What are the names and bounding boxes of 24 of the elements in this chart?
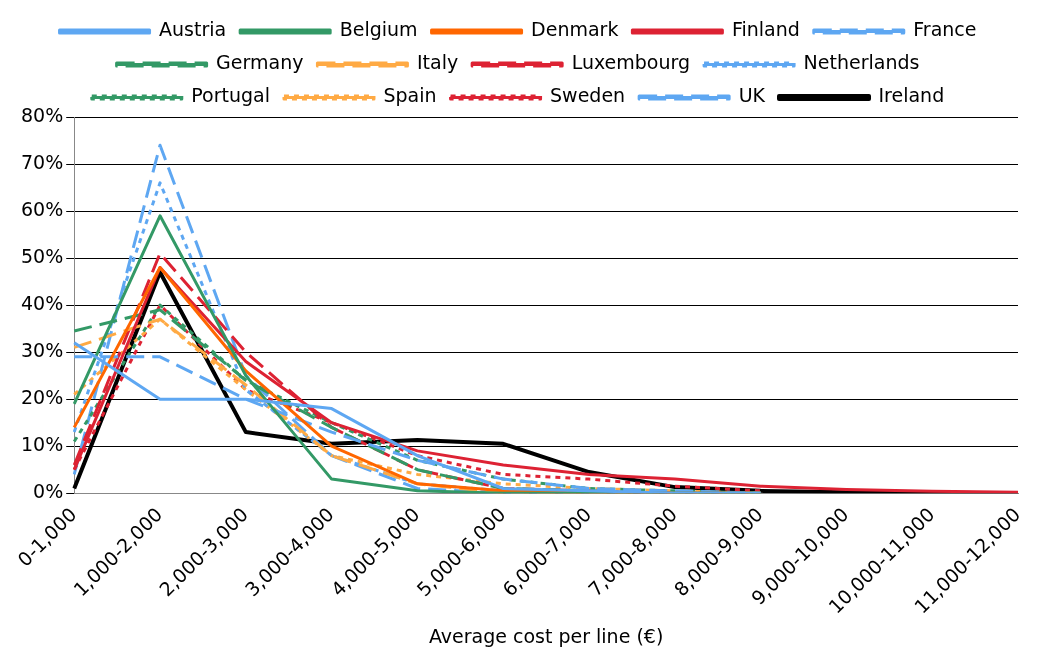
legend-label: Netherlands xyxy=(803,51,920,74)
legend-label: Ireland xyxy=(878,84,945,107)
legend-label: Luxembourg xyxy=(571,51,691,74)
y-tick-label: 40% xyxy=(21,292,64,315)
y-tick-label: 60% xyxy=(21,197,64,220)
y-tick-label: 10% xyxy=(21,433,64,456)
legend-label: Portugal xyxy=(191,84,270,107)
y-tick-label: 70% xyxy=(21,150,64,173)
legend-label: Finland xyxy=(731,18,800,41)
legend-label: Austria xyxy=(159,18,227,41)
legend-label: Italy xyxy=(416,51,459,74)
y-tick-label: 0% xyxy=(33,480,64,503)
y-tick-label: 20% xyxy=(21,386,64,409)
legend-label: Sweden xyxy=(550,84,626,107)
legend-label: Germany xyxy=(216,51,304,74)
y-tick-label: 80% xyxy=(21,103,64,126)
legend-label: Denmark xyxy=(531,18,619,41)
legend-label: France xyxy=(913,18,977,41)
y-tick-label: 50% xyxy=(21,245,64,268)
legend-label: Belgium xyxy=(339,18,418,41)
legend-label: UK xyxy=(738,84,766,107)
legend-label: Spain xyxy=(383,84,437,107)
x-axis-title: Average cost per line (€) xyxy=(428,624,664,647)
y-tick-label: 30% xyxy=(21,339,64,362)
